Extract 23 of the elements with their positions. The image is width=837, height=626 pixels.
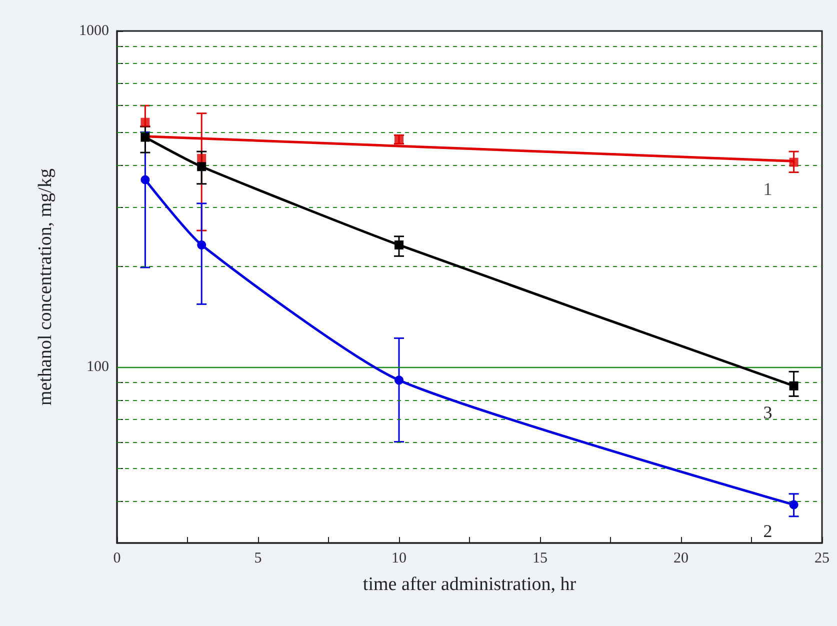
point bbox=[140, 132, 150, 142]
point bbox=[140, 175, 150, 184]
point bbox=[197, 162, 206, 172]
point bbox=[789, 500, 798, 510]
point bbox=[789, 158, 798, 167]
x-tick-label: 10 bbox=[392, 550, 406, 566]
y-tick-label: 100 bbox=[86, 359, 109, 376]
y-tick-label: 1000 bbox=[79, 23, 109, 39]
point bbox=[789, 381, 798, 390]
x-tick-label: 25 bbox=[814, 550, 830, 566]
series-label: 2 bbox=[763, 521, 772, 542]
x-tick-label: 0 bbox=[113, 550, 121, 566]
point bbox=[197, 240, 206, 250]
point bbox=[140, 118, 150, 127]
x-tick-label: 5 bbox=[254, 550, 262, 566]
point bbox=[394, 240, 404, 250]
y-axis-title: methanol concentration, mg/kg bbox=[35, 168, 56, 406]
x-axis-title: time after administration, hr bbox=[362, 574, 577, 595]
series-label: 1 bbox=[763, 178, 772, 199]
x-tick-label: 20 bbox=[674, 550, 688, 566]
point bbox=[394, 376, 404, 385]
x-tick-label: 15 bbox=[532, 550, 548, 566]
series-label: 3 bbox=[763, 402, 772, 422]
